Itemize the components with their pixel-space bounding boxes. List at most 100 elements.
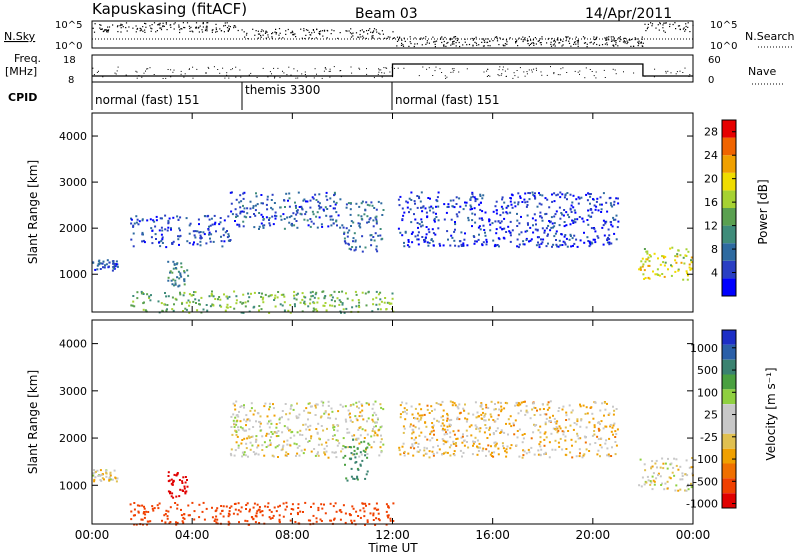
noise-point	[623, 37, 625, 39]
data-point	[282, 515, 285, 518]
nave-point	[235, 66, 237, 68]
data-point	[215, 515, 218, 518]
data-point	[350, 220, 353, 223]
data-point	[230, 448, 233, 451]
nave-point	[305, 76, 307, 78]
data-point	[351, 521, 353, 524]
data-point	[254, 204, 257, 207]
data-point	[423, 239, 426, 241]
noise-point	[453, 36, 455, 38]
data-point	[229, 191, 232, 194]
data-point	[329, 417, 332, 420]
noise-point	[593, 36, 595, 38]
data-point	[368, 204, 371, 207]
data-point	[548, 220, 551, 222]
data-point	[565, 224, 568, 227]
data-point	[327, 438, 330, 441]
data-point	[254, 453, 256, 456]
data-point	[641, 265, 644, 268]
data-point	[492, 419, 495, 421]
data-point	[495, 430, 498, 432]
data-point	[377, 512, 380, 515]
data-point	[342, 456, 345, 459]
data-point	[256, 510, 259, 513]
noise-point	[657, 24, 659, 26]
data-point	[524, 413, 527, 416]
nave-point	[267, 76, 269, 78]
data-point	[299, 433, 301, 436]
data-point	[488, 427, 491, 430]
data-point	[237, 429, 240, 432]
noise-point	[139, 27, 141, 29]
data-point	[512, 422, 515, 425]
nave-point	[444, 75, 446, 77]
nave-point	[615, 73, 617, 75]
data-point	[448, 419, 451, 422]
nave-point	[389, 71, 391, 73]
data-point	[442, 427, 444, 430]
noise-point	[122, 26, 124, 28]
data-point	[403, 245, 406, 248]
data-point	[283, 440, 286, 443]
data-point	[243, 207, 246, 210]
data-point	[153, 507, 156, 510]
data-point	[377, 518, 380, 520]
data-point	[544, 431, 547, 434]
data-point	[676, 253, 679, 256]
nave-point	[274, 77, 275, 79]
nave-point	[452, 71, 454, 73]
data-point	[365, 504, 367, 507]
data-point	[533, 195, 536, 197]
data-point	[669, 477, 672, 480]
data-point	[265, 434, 268, 437]
noise-point	[191, 30, 193, 32]
noise-point	[522, 36, 524, 38]
data-point	[198, 503, 201, 506]
data-point	[374, 400, 377, 403]
noise-strip	[92, 22, 694, 48]
data-point	[553, 222, 556, 225]
data-point	[382, 408, 385, 411]
data-point	[235, 213, 238, 216]
data-point	[608, 234, 611, 237]
data-point	[434, 233, 437, 236]
data-point	[273, 297, 276, 300]
noise-point	[308, 37, 310, 39]
data-point	[233, 290, 236, 293]
data-point	[223, 240, 226, 243]
data-point	[326, 427, 328, 430]
noise-point	[224, 24, 226, 27]
data-point	[391, 292, 394, 295]
data-point	[310, 506, 312, 508]
data-point	[526, 200, 529, 203]
nave-point	[560, 68, 562, 70]
data-point	[547, 242, 549, 245]
data-point	[554, 448, 557, 451]
data-point	[307, 519, 310, 522]
data-point	[312, 310, 315, 313]
data-point	[247, 292, 250, 295]
data-point	[314, 414, 317, 416]
data-point	[254, 441, 257, 443]
data-point	[443, 203, 446, 206]
data-point	[563, 196, 566, 199]
noise-point	[595, 37, 597, 39]
data-point	[661, 457, 664, 460]
data-point	[170, 227, 172, 230]
data-point	[203, 233, 206, 236]
data-point	[417, 238, 420, 241]
data-point	[230, 210, 233, 213]
nave-label: Nave	[748, 65, 776, 78]
data-point	[681, 475, 684, 477]
data-point	[442, 409, 445, 412]
nave-point	[222, 67, 224, 69]
data-point	[615, 433, 618, 436]
data-point	[588, 193, 591, 195]
data-point	[361, 235, 364, 238]
data-point	[295, 206, 297, 209]
data-point	[216, 518, 219, 521]
power-scatter	[92, 191, 693, 314]
data-point	[428, 242, 431, 244]
nave-point	[612, 68, 614, 70]
nave-point	[486, 76, 488, 77]
